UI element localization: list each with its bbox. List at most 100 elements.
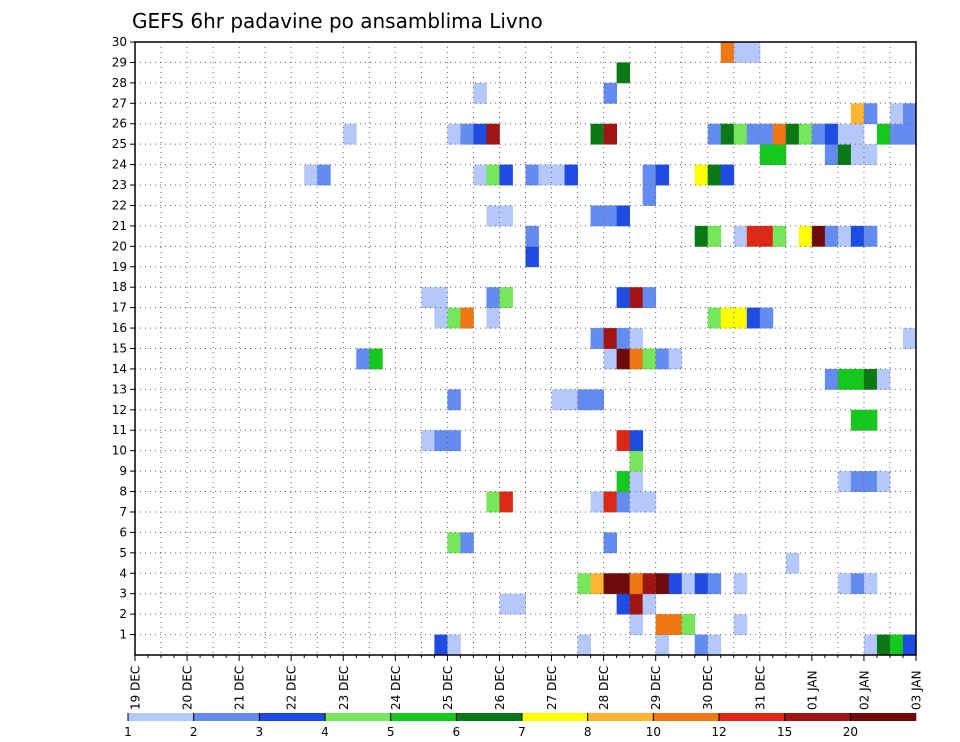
heatmap-cell [629, 348, 644, 370]
y-tick-label: 24 [112, 158, 127, 172]
heatmap-cell [564, 164, 578, 186]
heatmap-cell [733, 225, 748, 247]
heatmap-cell [473, 123, 487, 145]
heatmap-cell [343, 123, 357, 145]
heatmap-cell [759, 225, 774, 247]
heatmap-cell [837, 144, 852, 165]
heatmap-cell [876, 368, 891, 390]
heatmap-cell [603, 123, 618, 145]
x-tick-label: 31 DEC [753, 666, 767, 710]
heatmap-cell [577, 389, 591, 411]
heatmap-cell [603, 573, 618, 595]
colorbar-swatch [193, 713, 260, 721]
x-axis: 19 DEC 20 DEC 21 DEC 22 DEC 23 DEC 24 DEC 25 D… [129, 655, 924, 710]
y-tick-label: 11 [112, 423, 127, 437]
y-tick-label: 22 [112, 198, 127, 212]
colorbar-tick-label: 8 [584, 725, 592, 739]
heatmap-cell [486, 164, 500, 186]
heatmap-cell [577, 573, 591, 595]
heatmap-cell [707, 225, 722, 247]
y-tick-label: 12 [112, 403, 127, 417]
y-tick-label: 18 [112, 280, 127, 294]
colorbar-swatch [259, 713, 326, 721]
colorbar-tick-label: 20 [843, 725, 858, 739]
grid [134, 42, 917, 655]
heatmap-cell [863, 471, 878, 492]
heatmap-cell [681, 614, 696, 635]
heatmap-cell [499, 491, 513, 513]
heatmap-cell [850, 103, 865, 125]
heatmap-cell [629, 328, 644, 349]
x-tick-label: 24 DEC [389, 666, 403, 710]
heatmap-cell [759, 123, 774, 145]
y-tick-label: 21 [112, 219, 127, 233]
heatmap-cell [642, 573, 657, 595]
colorbar-swatch [456, 713, 523, 721]
colorbar-swatch [784, 713, 851, 721]
heatmap-cell [889, 123, 904, 145]
y-tick-label: 28 [112, 76, 127, 90]
x-tick-label: 19 DEC [129, 666, 143, 710]
heatmap-cell [603, 348, 618, 370]
heatmap-cell [850, 123, 865, 145]
colorbar-tick-label: 4 [321, 725, 329, 739]
heatmap-cell [369, 348, 383, 370]
heatmap-cell [850, 573, 865, 595]
colorbar-swatch [390, 713, 457, 721]
heatmap-cell [642, 491, 657, 513]
colorbar-swatch [653, 713, 720, 721]
heatmap-cell [642, 164, 657, 186]
heatmap-cell [772, 225, 787, 247]
heatmap-cell [460, 307, 474, 329]
heatmap-cell [707, 164, 722, 186]
heatmap-cell [655, 573, 670, 595]
y-tick-label: 27 [112, 96, 127, 110]
heatmap-cell [850, 409, 865, 431]
colorbar-swatch [522, 713, 588, 721]
colorbar-tick-label: 15 [777, 725, 792, 739]
colorbar-tick-label: 3 [256, 725, 264, 739]
heatmap-cell [850, 225, 865, 247]
heatmap-cell [486, 205, 500, 227]
heatmap-cell [694, 573, 709, 595]
heatmap-cell [603, 82, 618, 104]
heatmap-cell [837, 225, 852, 247]
heatmap-cell [603, 205, 618, 227]
y-tick-label: 25 [112, 137, 127, 151]
heatmap-cell [486, 123, 500, 145]
heatmap-cell [525, 225, 539, 247]
colorbar-swatch [719, 713, 785, 721]
heatmap-cell [499, 287, 513, 309]
heatmap-cell [551, 389, 565, 411]
heatmap-cell [720, 42, 735, 63]
heatmap-cell [629, 287, 644, 309]
heatmap-cell [486, 307, 500, 329]
heatmap-cell [629, 491, 644, 513]
heatmap-cell [863, 144, 878, 165]
heatmap-cell [616, 430, 631, 452]
heatmap-cell [746, 307, 761, 329]
y-tick-label: 16 [112, 321, 127, 335]
y-tick-label: 14 [112, 362, 127, 376]
heatmap-cell [551, 164, 565, 186]
heatmap-cell [902, 103, 917, 125]
heatmap-cell [590, 389, 604, 411]
heatmap-cell [642, 593, 657, 615]
y-tick-label: 10 [112, 444, 127, 458]
heatmap-cell [785, 552, 800, 574]
heatmap-cell [460, 532, 474, 554]
heatmap-cell [850, 144, 865, 165]
heatmap-cell [564, 389, 578, 411]
heatmap-cell [304, 164, 318, 186]
heatmap-cell [824, 225, 839, 247]
heatmap-cell [889, 634, 904, 656]
y-tick-label: 29 [112, 55, 127, 69]
colorbar: 1 2 3 4 5 6 7 8 10 12 15 20 [124, 713, 917, 739]
heatmap-cell [655, 614, 670, 635]
heatmap-cell [681, 573, 696, 595]
heatmap-cell [603, 491, 618, 513]
y-tick-label: 1 [119, 628, 127, 642]
heatmap-cell [642, 348, 657, 370]
heatmap-cell [486, 491, 500, 513]
heatmap-cell [889, 103, 904, 125]
